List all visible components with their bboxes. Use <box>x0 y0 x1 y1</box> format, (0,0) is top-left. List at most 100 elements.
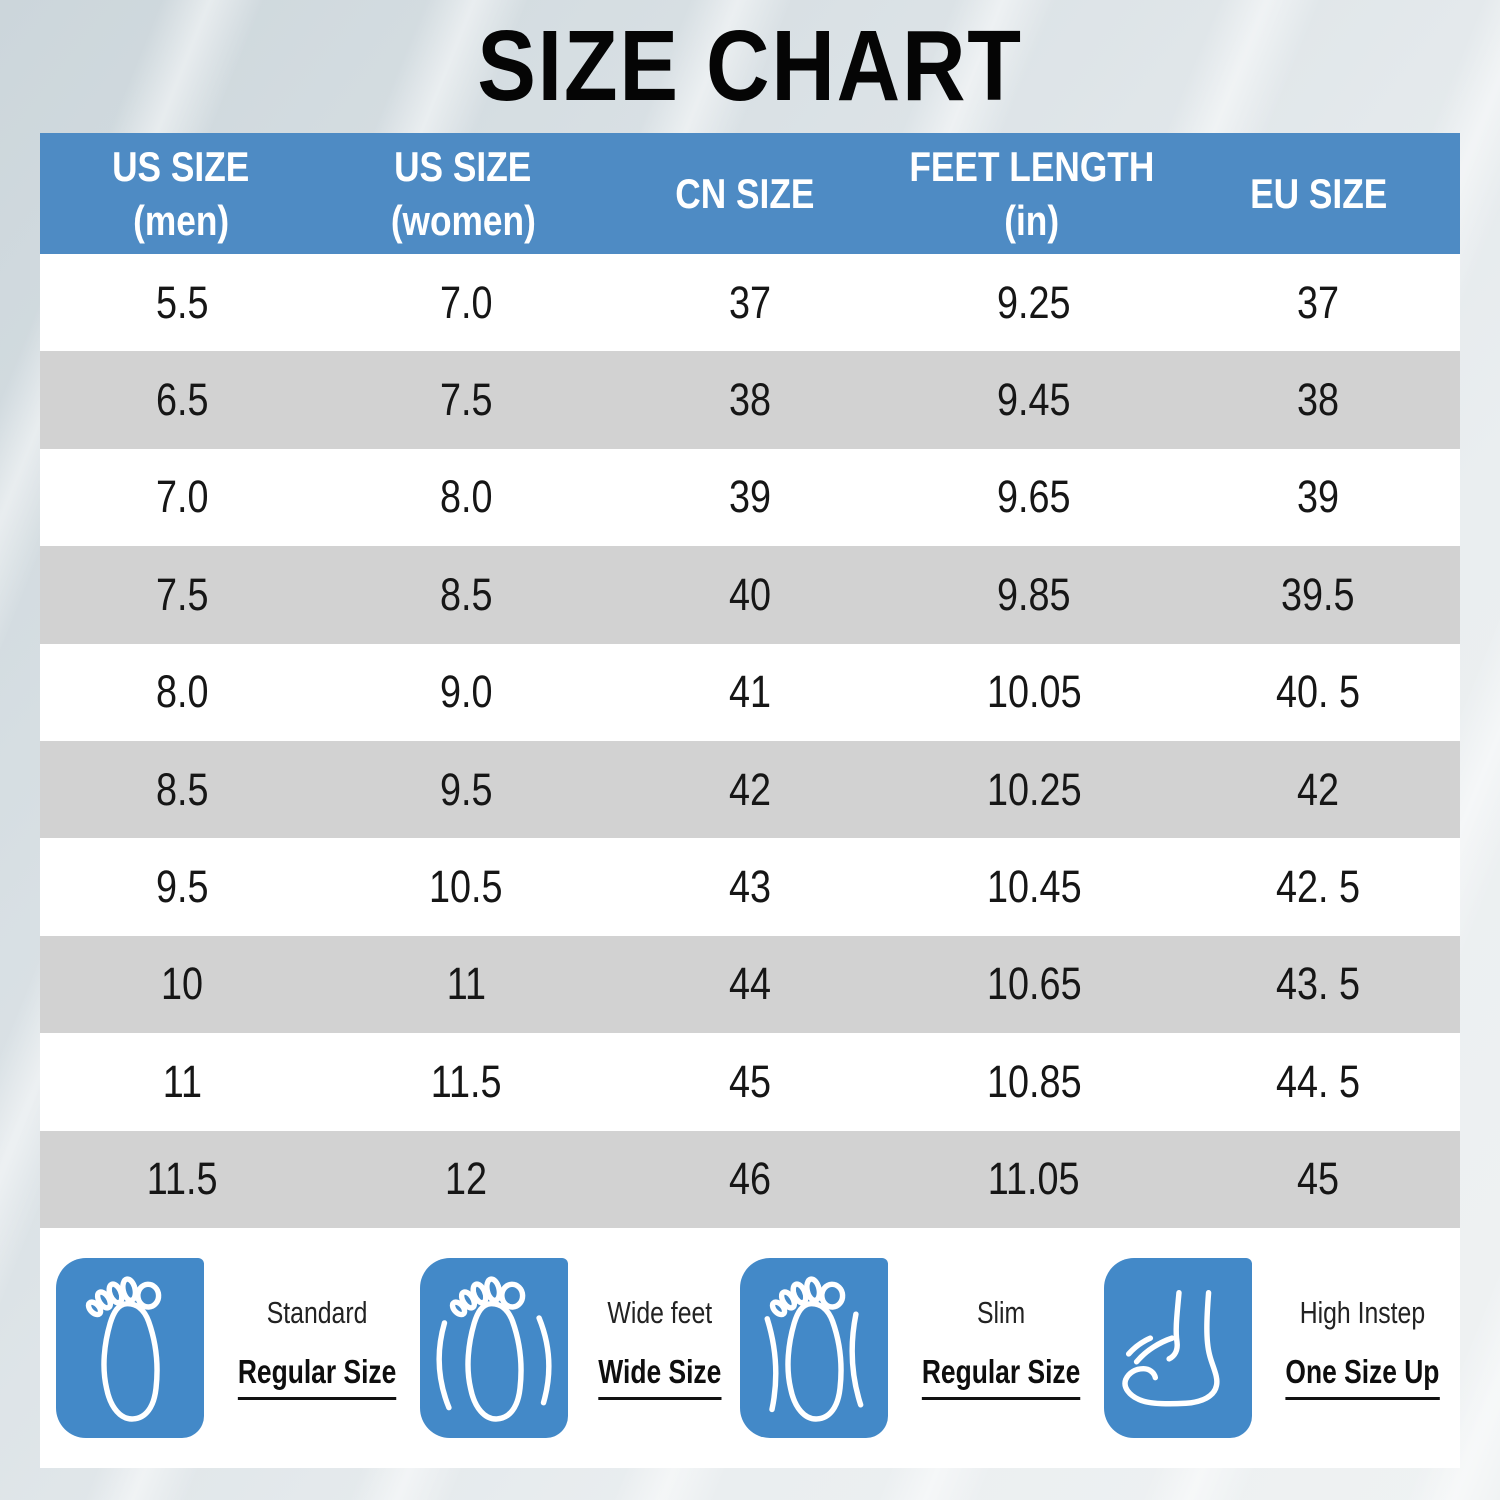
column-header-us-men: US SIZE (men) <box>40 133 322 254</box>
legend-text: Standard Regular Size <box>237 1295 397 1401</box>
table-cell: 8.5 <box>155 763 209 815</box>
column-header-eu-size: EU SIZE <box>1178 133 1460 254</box>
foot-high-instep-icon <box>1103 1257 1252 1438</box>
table-cell: 39 <box>1296 471 1340 523</box>
table-cell: 37 <box>1296 276 1340 328</box>
size-table-header: US SIZE (men) US SIZE (women) CN SIZE FE… <box>40 133 1460 254</box>
table-cell: 11 <box>446 958 486 1010</box>
legend-item-wide: Wide feet Wide Size <box>420 1257 740 1438</box>
table-row: 11 11.5 45 10.85 44. 5 <box>40 1033 1460 1131</box>
table-cell: 10 <box>160 958 204 1010</box>
legend-size-advice: Wide Size <box>598 1353 722 1401</box>
table-cell: 44 <box>728 958 772 1010</box>
legend-fit-type: Wide feet <box>607 1295 713 1331</box>
table-row: 9.5 10.5 43 10.45 42. 5 <box>40 838 1460 936</box>
legend-fit-type: Standard <box>266 1295 368 1331</box>
table-row: 10 11 44 10.65 43. 5 <box>40 935 1460 1034</box>
table-cell: 7.5 <box>439 374 493 426</box>
column-header-sublabel: (men) <box>133 196 230 244</box>
table-row: 8.0 9.0 41 10.05 40. 5 <box>40 643 1460 741</box>
table-cell: 38 <box>1296 374 1340 426</box>
legend-item-high-instep: High Instep One Size Up <box>1103 1257 1463 1438</box>
column-header-cn-size: CN SIZE <box>604 133 886 254</box>
table-cell: 10.25 <box>986 763 1082 815</box>
column-header-us-women: US SIZE (women) <box>322 133 604 254</box>
table-cell: 43. 5 <box>1275 958 1361 1010</box>
table-cell: 12 <box>444 1153 488 1205</box>
foot-wide-icon <box>420 1257 569 1438</box>
table-cell: 9.65 <box>997 471 1071 523</box>
table-cell: 42 <box>1296 763 1340 815</box>
table-cell: 7.0 <box>439 276 493 328</box>
title-band: SIZE CHART <box>0 0 1500 133</box>
table-cell: 39.5 <box>1281 568 1355 620</box>
legend-item-slim: Slim Regular Size <box>739 1257 1104 1438</box>
legend-item-standard: Standard Regular Size <box>56 1257 420 1438</box>
size-table: US SIZE (men) US SIZE (women) CN SIZE FE… <box>40 133 1460 1228</box>
legend-fit-type: Slim <box>976 1295 1026 1331</box>
foot-standard-icon <box>56 1257 204 1438</box>
legend-text: Slim Regular Size <box>921 1295 1081 1401</box>
size-table-body: 5.5 7.0 37 9.25 37 6.5 7.5 38 9.45 38 7.0 8.0 39 9.65… <box>40 254 1460 1228</box>
table-cell: 40 <box>728 568 772 620</box>
table-cell: 11 <box>162 1055 202 1107</box>
table-cell: 10.5 <box>429 861 503 913</box>
page-title: SIZE CHART <box>477 10 1023 122</box>
table-cell: 10.45 <box>986 861 1082 913</box>
table-cell: 40. 5 <box>1275 666 1361 718</box>
table-cell: 38 <box>728 374 772 426</box>
table-row: 6.5 7.5 38 9.45 38 <box>40 351 1460 449</box>
legend-text: High Instep One Size Up <box>1285 1295 1440 1401</box>
table-row: 7.0 8.0 39 9.65 39 <box>40 448 1460 547</box>
table-cell: 8.5 <box>439 568 493 620</box>
column-header-label: US SIZE <box>112 142 250 190</box>
column-header-label: CN SIZE <box>675 169 815 217</box>
table-cell: 44. 5 <box>1275 1055 1361 1107</box>
table-cell: 9.5 <box>439 763 493 815</box>
column-header-label: EU SIZE <box>1250 169 1388 217</box>
column-header-feet-length: FEET LENGTH (in) <box>886 133 1178 254</box>
table-cell: 9.0 <box>439 666 493 718</box>
table-cell: 11.05 <box>988 1153 1080 1205</box>
table-cell: 45 <box>728 1055 772 1107</box>
table-row: 11.5 12 46 11.05 45 <box>40 1130 1460 1228</box>
table-cell: 42. 5 <box>1275 861 1361 913</box>
table-cell: 9.85 <box>997 568 1071 620</box>
table-cell: 8.0 <box>155 666 209 718</box>
table-row: 8.5 9.5 42 10.25 42 <box>40 740 1460 839</box>
table-cell: 9.5 <box>155 861 209 913</box>
legend-fit-type: High Instep <box>1299 1295 1426 1331</box>
table-cell: 6.5 <box>155 374 209 426</box>
table-cell: 46 <box>728 1153 772 1205</box>
column-header-label: FEET LENGTH <box>909 142 1155 190</box>
table-cell: 5.5 <box>155 276 209 328</box>
legend-text: Wide feet Wide Size <box>598 1295 722 1401</box>
column-header-sublabel: (in) <box>1004 196 1060 244</box>
table-cell: 39 <box>728 471 772 523</box>
fit-legend: Standard Regular Size <box>40 1227 1463 1468</box>
table-cell: 43 <box>728 861 772 913</box>
legend-size-advice: Regular Size <box>921 1353 1081 1401</box>
table-cell: 11.5 <box>146 1153 218 1205</box>
table-cell: 8.0 <box>439 471 493 523</box>
table-cell: 37 <box>728 276 772 328</box>
table-cell: 9.25 <box>997 276 1071 328</box>
legend-size-advice: One Size Up <box>1285 1353 1440 1401</box>
table-cell: 9.45 <box>997 374 1071 426</box>
table-cell: 11.5 <box>430 1055 502 1107</box>
column-header-sublabel: (women) <box>390 196 536 244</box>
table-cell: 41 <box>728 666 772 718</box>
table-cell: 7.0 <box>155 471 209 523</box>
foot-slim-icon <box>739 1257 888 1438</box>
table-cell: 45 <box>1296 1153 1340 1205</box>
table-row: 5.5 7.0 37 9.25 37 <box>40 254 1460 352</box>
table-cell: 10.85 <box>986 1055 1082 1107</box>
table-row: 7.5 8.5 40 9.85 39.5 <box>40 546 1460 644</box>
table-cell: 42 <box>728 763 772 815</box>
table-cell: 10.65 <box>986 958 1082 1010</box>
legend-size-advice: Regular Size <box>237 1353 397 1401</box>
table-cell: 7.5 <box>155 568 209 620</box>
column-header-label: US SIZE <box>394 142 532 190</box>
table-cell: 10.05 <box>986 666 1082 718</box>
